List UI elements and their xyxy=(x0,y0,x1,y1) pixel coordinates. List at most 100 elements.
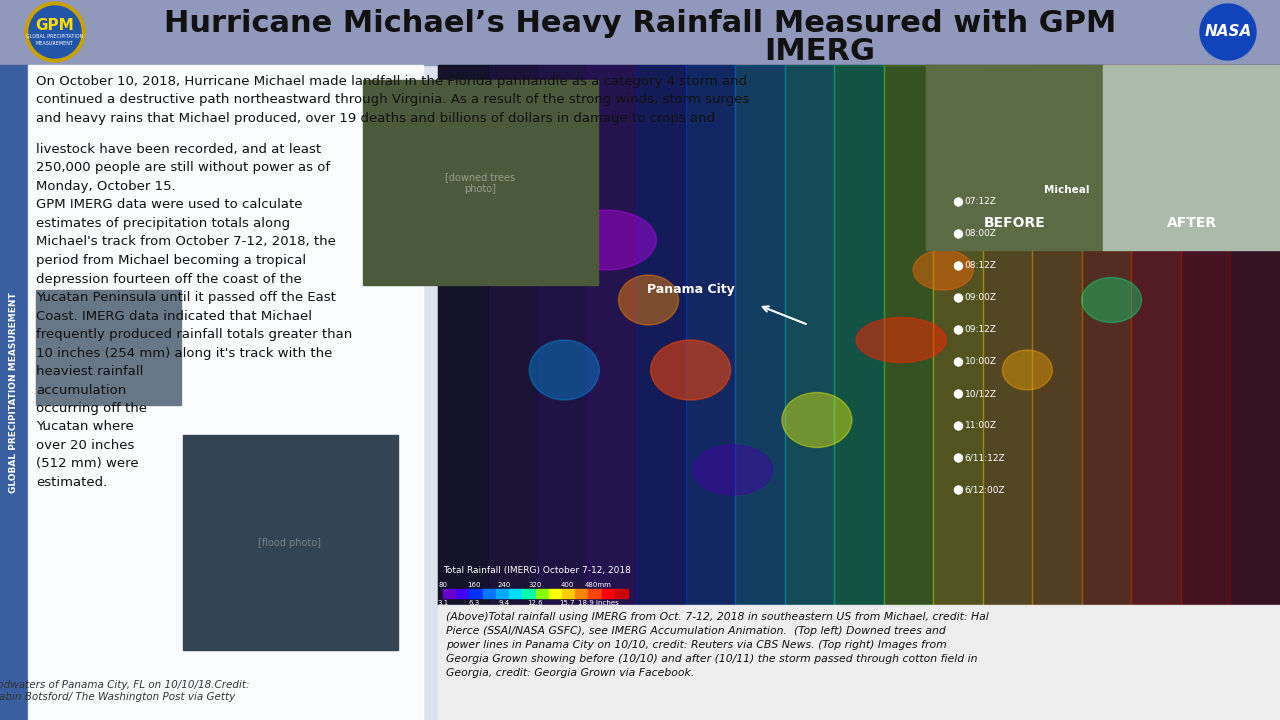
Text: Floodwaters of Panama City, FL on 10/10/18.Credit:
Jabin Botsford/ The Washingto: Floodwaters of Panama City, FL on 10/10/… xyxy=(0,680,250,702)
Circle shape xyxy=(955,262,963,270)
Bar xyxy=(488,65,538,605)
Ellipse shape xyxy=(618,275,678,325)
Bar xyxy=(562,589,575,598)
Text: 07:12Z: 07:12Z xyxy=(964,197,996,207)
Ellipse shape xyxy=(530,340,599,400)
Bar xyxy=(883,65,933,605)
Bar xyxy=(1082,65,1132,605)
Bar xyxy=(438,65,488,605)
Bar xyxy=(735,65,785,605)
Bar xyxy=(1033,65,1082,605)
Text: 11:00Z: 11:00Z xyxy=(964,421,996,431)
Text: 09:12Z: 09:12Z xyxy=(964,325,996,335)
Text: BEFORE: BEFORE xyxy=(984,216,1046,230)
Bar xyxy=(0,0,1280,65)
Text: 240: 240 xyxy=(498,582,511,588)
Text: NASA: NASA xyxy=(1204,24,1252,40)
Circle shape xyxy=(955,390,963,398)
Bar xyxy=(636,65,686,605)
Text: 9.4: 9.4 xyxy=(498,600,509,606)
Circle shape xyxy=(955,454,963,462)
Ellipse shape xyxy=(1002,350,1052,390)
Text: [downed trees
photo]: [downed trees photo] xyxy=(445,172,515,194)
Circle shape xyxy=(955,486,963,494)
Text: 80: 80 xyxy=(439,582,448,588)
Text: Hurricane Michael’s Heavy Rainfall Measured with GPM: Hurricane Michael’s Heavy Rainfall Measu… xyxy=(164,9,1116,37)
Text: 160: 160 xyxy=(467,582,481,588)
Bar xyxy=(0,65,28,720)
Bar xyxy=(835,65,883,605)
Text: IMERG: IMERG xyxy=(764,37,876,66)
Bar xyxy=(470,589,483,598)
Bar xyxy=(364,80,598,285)
Bar xyxy=(495,589,509,598)
Text: (Above)Total rainfall using IMERG from Oct. 7-12, 2018 in southeastern US from M: (Above)Total rainfall using IMERG from O… xyxy=(445,612,988,678)
Bar xyxy=(575,589,589,598)
Ellipse shape xyxy=(856,318,946,362)
Text: 320: 320 xyxy=(529,582,543,588)
Ellipse shape xyxy=(650,340,731,400)
Bar xyxy=(535,589,549,598)
Bar xyxy=(1181,65,1230,605)
Circle shape xyxy=(955,422,963,430)
Bar xyxy=(589,589,602,598)
Text: Total Rainfall (IMERG) October 7-12, 2018: Total Rainfall (IMERG) October 7-12, 201… xyxy=(443,566,631,575)
Text: AFTER: AFTER xyxy=(1166,216,1217,230)
Bar xyxy=(183,435,398,650)
Bar xyxy=(522,589,535,598)
Text: [flood photo]: [flood photo] xyxy=(259,538,321,548)
Bar xyxy=(443,589,456,598)
Bar xyxy=(456,589,470,598)
Text: 09:00Z: 09:00Z xyxy=(964,294,996,302)
Circle shape xyxy=(955,294,963,302)
Text: GLOBAL PRECIPITATION
MEASUREMENT: GLOBAL PRECIPITATION MEASUREMENT xyxy=(27,35,83,45)
Text: 6/11:12Z: 6/11:12Z xyxy=(964,454,1005,462)
Bar xyxy=(927,65,1103,250)
Bar xyxy=(614,589,628,598)
Bar xyxy=(1132,65,1181,605)
Text: 6/12:00Z: 6/12:00Z xyxy=(964,485,1005,495)
Text: Micheal: Micheal xyxy=(1044,185,1089,195)
Bar xyxy=(549,589,562,598)
Text: 480mm: 480mm xyxy=(585,582,612,588)
Bar xyxy=(28,65,422,720)
Bar xyxy=(983,65,1033,605)
Text: GLOBAL PRECIPITATION MEASUREMENT: GLOBAL PRECIPITATION MEASUREMENT xyxy=(9,292,18,493)
Ellipse shape xyxy=(557,210,657,270)
Text: 3.1: 3.1 xyxy=(438,600,448,606)
Text: 12.6: 12.6 xyxy=(527,600,543,606)
Bar xyxy=(438,605,1280,720)
Bar xyxy=(483,589,495,598)
Text: Panama City: Panama City xyxy=(646,284,735,297)
Text: On October 10, 2018, Hurricane Michael made landfall in the Florida panhandle as: On October 10, 2018, Hurricane Michael m… xyxy=(36,75,749,125)
Ellipse shape xyxy=(692,445,773,495)
Circle shape xyxy=(955,358,963,366)
Bar xyxy=(36,290,180,405)
Circle shape xyxy=(1201,4,1256,60)
Text: 6.3: 6.3 xyxy=(468,600,480,606)
Text: 08:00Z: 08:00Z xyxy=(964,230,996,238)
Bar xyxy=(538,65,586,605)
Text: 15.7: 15.7 xyxy=(559,600,575,606)
Text: 10:00Z: 10:00Z xyxy=(964,358,996,366)
Bar xyxy=(1230,65,1280,605)
Ellipse shape xyxy=(1082,277,1142,323)
Circle shape xyxy=(26,2,84,62)
Bar xyxy=(509,589,522,598)
Bar xyxy=(686,65,735,605)
Text: 18.9 Inches: 18.9 Inches xyxy=(579,600,618,606)
Text: livestock have been recorded, and at least
250,000 people are still without powe: livestock have been recorded, and at lea… xyxy=(36,143,352,489)
Ellipse shape xyxy=(913,250,973,290)
Bar xyxy=(602,589,614,598)
Text: GPM: GPM xyxy=(36,19,74,34)
Text: 400: 400 xyxy=(561,582,573,588)
Text: 08:12Z: 08:12Z xyxy=(964,261,996,271)
Circle shape xyxy=(29,6,81,58)
Ellipse shape xyxy=(782,392,852,448)
Circle shape xyxy=(955,198,963,206)
Bar xyxy=(438,65,1280,605)
Circle shape xyxy=(955,230,963,238)
Bar xyxy=(586,65,636,605)
Bar xyxy=(933,65,983,605)
Bar xyxy=(1103,65,1280,250)
